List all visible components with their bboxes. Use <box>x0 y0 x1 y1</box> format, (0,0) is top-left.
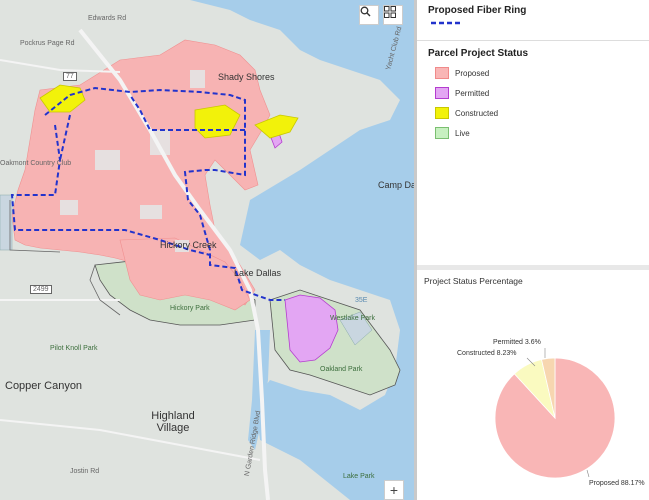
label-edwards-rd: Edwards Rd <box>88 15 127 22</box>
legend-item-permitted: Permitted <box>435 87 489 99</box>
proposed-swatch <box>435 67 449 79</box>
constructed-parcels-west <box>39 84 86 113</box>
map-canvas[interactable] <box>0 0 414 500</box>
label-camp-dal: Camp Dal <box>378 180 414 190</box>
constructed-swatch <box>435 107 449 119</box>
panel-separator[interactable] <box>417 265 649 270</box>
basemap-gallery-icon <box>384 6 396 18</box>
legend-item-label: Live <box>455 128 470 138</box>
label-shady-shores: Shady Shores <box>218 72 275 82</box>
permitted-swatch <box>435 87 449 99</box>
legend-item-constructed: Constructed <box>435 107 498 119</box>
live-swatch <box>435 127 449 139</box>
panel-divider[interactable] <box>414 0 417 500</box>
highway-35e <box>78 28 270 500</box>
legend-separator <box>417 40 649 41</box>
label-highland-village: Highland Village <box>151 410 195 434</box>
label-shield-35e: 35E <box>355 297 368 304</box>
lake-arm-south <box>248 330 270 450</box>
unserved-blocks <box>60 70 205 252</box>
boundary-line <box>9 200 121 316</box>
legend-parcel-panel: Parcel Project Status Proposed Permitted… <box>417 41 649 265</box>
legend-item-proposed: Proposed <box>435 67 489 79</box>
pie-chart[interactable] <box>417 270 649 500</box>
proposed-parcels-south <box>119 237 251 311</box>
chart-panel: Project Status Percentage Permitted 3.6%… <box>417 270 649 500</box>
pie-label-proposed: Proposed 88.17% <box>589 480 645 487</box>
label-lake-park: Lake Park <box>343 473 375 480</box>
label-copper-canyon: Copper Canyon <box>5 380 83 392</box>
pie-slice-proposed[interactable] <box>494 357 616 479</box>
zoom-in-button[interactable]: + <box>384 480 404 500</box>
label-hickory-park: Hickory Park <box>170 305 210 312</box>
label-lake-dallas: Lake Dallas <box>234 268 282 278</box>
pie-leader-constructed <box>526 357 536 367</box>
label-oakland-park: Oakland Park <box>320 366 363 373</box>
label-jostin-rd: Jostin Rd <box>70 468 100 475</box>
legend-item-label: Constructed <box>455 108 499 118</box>
legend-fiber-panel: Proposed Fiber Ring <box>417 0 649 40</box>
label-hickory-creek: Hickory Creek <box>160 240 217 250</box>
constructed-parcels-east <box>254 114 299 139</box>
label-shield-2499: 2499 <box>30 285 52 294</box>
chart-title: Project Status Percentage <box>424 276 523 286</box>
label-oakmont-country-club: Oakmont Country Club <box>0 160 72 167</box>
search-button[interactable] <box>359 5 379 25</box>
basemap-gallery-button[interactable] <box>383 5 403 25</box>
label-shield-77: 77 <box>63 72 77 81</box>
fiber-ring <box>10 86 285 301</box>
label-pockrus-page-rd: Pockrus Page Rd <box>20 40 75 47</box>
legend-item-label: Proposed <box>455 68 490 78</box>
legend-parcel-title: Parcel Project Status <box>428 48 529 59</box>
search-icon <box>360 6 371 17</box>
pie-label-constructed: Constructed 8.23% <box>457 350 517 357</box>
hatched-area-southeast <box>339 311 373 346</box>
permitted-parcels <box>284 294 339 363</box>
legend-fiber-title: Proposed Fiber Ring <box>428 5 527 16</box>
map-view[interactable]: Edwards Rd Pockrus Page Rd 77 Shady Shor… <box>0 0 414 500</box>
pie-label-permitted: Permitted 3.6% <box>493 339 541 346</box>
label-westlake-park: Westlake Park <box>330 315 375 322</box>
fiber-ring-line-swatch <box>431 21 461 25</box>
lake-water <box>190 0 414 500</box>
label-pilot-knoll-park: Pilot Knoll Park <box>50 345 98 352</box>
pie-slice-permitted[interactable] <box>541 357 556 419</box>
pie-leader-proposed <box>586 469 590 478</box>
legend-item-live: Live <box>435 127 470 139</box>
legend-item-label: Permitted <box>455 88 490 98</box>
